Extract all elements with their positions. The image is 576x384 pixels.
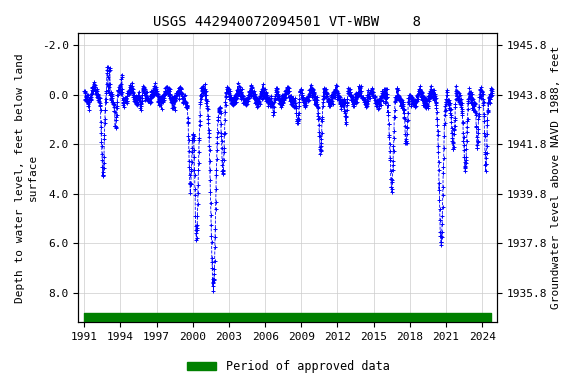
Title: USGS 442940072094501 VT-WBW    8: USGS 442940072094501 VT-WBW 8 <box>153 15 422 29</box>
Legend: Period of approved data: Period of approved data <box>182 356 394 378</box>
Y-axis label: Depth to water level, feet below land
surface: Depth to water level, feet below land su… <box>15 53 37 303</box>
Y-axis label: Groundwater level above NAVD 1988, feet: Groundwater level above NAVD 1988, feet <box>551 46 561 309</box>
